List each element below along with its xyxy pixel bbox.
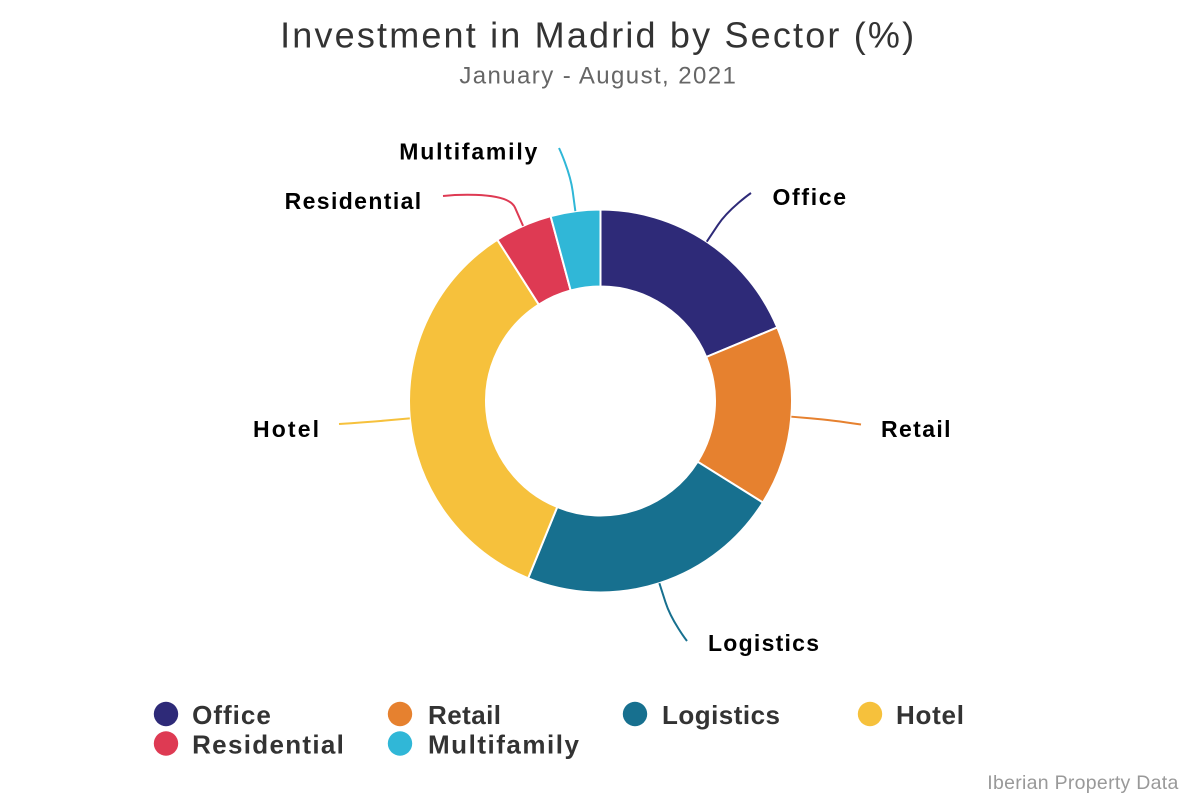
svg-text:Logistics: Logistics — [662, 700, 780, 730]
svg-text:Hotel: Hotel — [896, 700, 964, 730]
svg-text:Retail: Retail — [428, 700, 501, 730]
svg-text:Multifamily: Multifamily — [428, 729, 580, 759]
svg-text:Residential: Residential — [285, 188, 422, 214]
svg-text:Investment in Madrid by Sector: Investment in Madrid by Sector (%) — [280, 14, 914, 55]
svg-text:Office: Office — [192, 700, 271, 730]
svg-text:Office: Office — [773, 184, 847, 210]
svg-text:Retail: Retail — [881, 416, 951, 442]
svg-text:Residential: Residential — [192, 729, 344, 759]
svg-text:Iberian Property Data: Iberian Property Data — [987, 772, 1178, 794]
svg-text:Hotel: Hotel — [253, 416, 319, 442]
svg-text:Logistics: Logistics — [708, 630, 819, 656]
svg-text:Multifamily: Multifamily — [399, 138, 537, 164]
svg-text:January - August, 2021: January - August, 2021 — [459, 62, 735, 89]
